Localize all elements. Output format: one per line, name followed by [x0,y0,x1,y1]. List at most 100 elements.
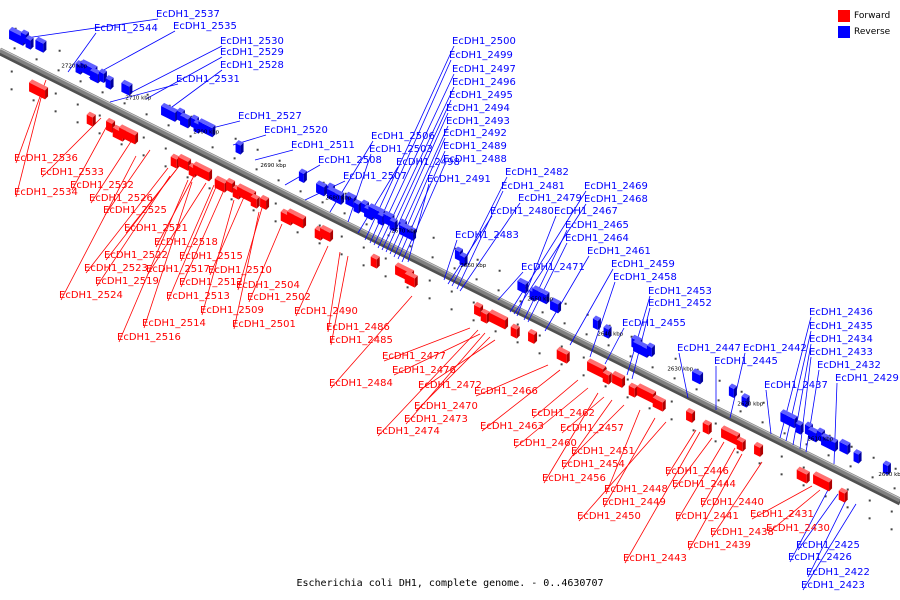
gene-side [516,326,520,339]
gene-side [597,317,601,330]
gene-side [608,326,612,339]
gene-body [193,122,199,134]
gene-body [603,327,609,339]
gene-body [602,372,609,385]
reverse-gene-glyph [532,285,550,305]
gene-top [838,487,848,494]
reverse-leader-line [443,239,458,281]
forward-gene-glyph [652,394,666,412]
forward-gene-glyph [556,346,570,364]
baseline-dot [384,275,387,278]
forward-leader-line [15,85,45,198]
reverse-gene-glyph [692,368,704,385]
gene-side [651,344,655,357]
baseline-dot [630,335,633,338]
reverse-gene-label: EcDH1_2498 [396,157,460,168]
reverse-leader-line [765,389,772,435]
reverse-leader-line [527,242,568,323]
baseline-dot [560,345,563,348]
reverse-gene-label: EcDH1_2464 [565,233,629,244]
forward-gene-label: EcDH1_2440 [700,497,764,508]
gene-body [480,311,487,324]
forward-gene-label: EcDH1_2454 [561,459,625,470]
forward-leader-line [180,184,215,262]
gene-body [795,423,801,435]
reverse-gene-label: EcDH1_2508 [318,155,382,166]
baseline-dot [872,456,875,459]
baseline-dot [739,410,742,413]
forward-gene-label: EcDH1_2443 [623,553,687,564]
reverse-gene-label: EcDH1_2458 [613,272,677,283]
gene-top [592,315,601,321]
baseline-dot [758,462,761,465]
gene-top [353,199,362,205]
gene-top [780,409,798,420]
gene-top [633,338,651,349]
gene-side [835,439,839,452]
forward-gene-label: EcDH1_2501 [232,319,296,330]
forward-leader-line [624,431,701,564]
reverse-gene-glyph [298,168,307,183]
baseline-dot [277,179,280,182]
gene-top [316,180,328,188]
reverse-gene-label: EcDH1_2528 [220,60,284,71]
reverse-gene-glyph [121,79,133,96]
forward-gene-glyph [602,369,612,385]
forward-gene-label: EcDH1_2472 [418,380,482,391]
gene-body [686,410,693,423]
reverse-leader-line [171,69,223,108]
forward-gene-label: EcDH1_2512 [179,277,243,288]
baseline-dot [362,264,365,267]
baseline-dot [674,357,677,360]
forward-gene-label: EcDH1_2439 [687,540,751,551]
gene-side [129,83,133,96]
baseline-dot [893,487,896,490]
baseline-dot [871,476,874,479]
gene-body [853,452,859,464]
reverse-leader-line [254,149,294,161]
gene-top [646,342,655,348]
reverse-leader-line [145,56,223,100]
gene-top [489,309,509,321]
forward-gene-label: EcDH1_2457 [560,423,624,434]
baseline-dot [296,231,299,234]
forward-gene-label: EcDH1_2448 [604,484,668,495]
gene-side [394,219,398,232]
gene-body [592,318,598,330]
forward-gene-glyph [404,270,418,288]
forward-gene-label: EcDH1_2451 [571,446,635,457]
baseline-dot [651,366,654,369]
reverse-gene-label: EcDH1_2503 [369,144,433,155]
gene-top [90,67,102,75]
gene-body [112,127,123,142]
forward-gene-glyph [250,193,260,209]
legend-label-reverse: Reverse [854,27,891,37]
forward-leader-line [96,175,171,287]
forward-gene-label: EcDH1_2462 [531,408,595,419]
gene-body [404,273,415,288]
reverse-leader-line [456,190,504,290]
forward-leader-line [383,327,471,362]
gene-top [80,59,98,70]
forward-gene-glyph [480,308,490,324]
baseline-dot [802,466,805,469]
gene-top [360,199,369,205]
reverse-leader-line [447,215,493,285]
scale-tick-label: 2630 kbp [667,366,693,372]
reverse-gene-glyph [327,185,345,205]
gene-body [9,29,24,46]
baseline-dot [475,278,478,281]
gene-top [839,438,851,446]
gene-body [780,412,795,429]
baseline-dot [32,99,35,102]
gene-top [198,118,216,129]
reverse-leader-line [401,163,446,263]
gene-body [796,469,807,484]
baseline-dot [802,484,805,487]
gene-side [760,444,764,457]
gene-top [170,153,180,160]
gene-side [45,87,49,100]
forward-gene-label: EcDH1_2510 [208,265,272,276]
gene-top [121,79,133,87]
reverse-gene-label: EcDH1_2434 [809,334,873,345]
